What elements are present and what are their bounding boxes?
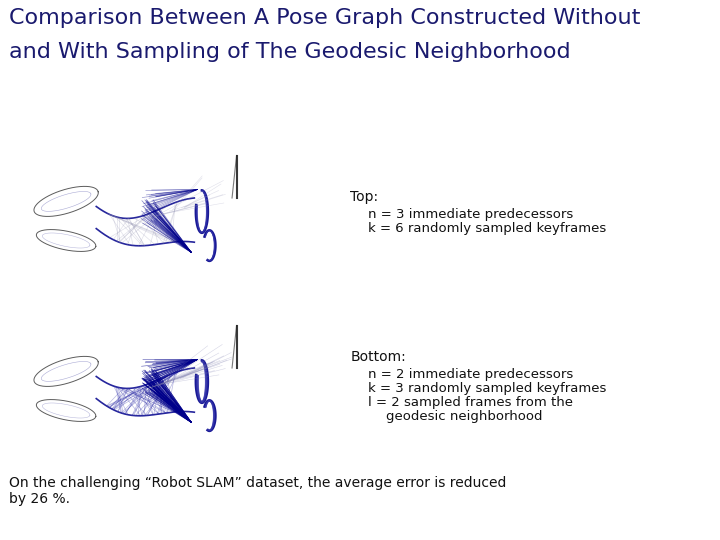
Text: n = 2 immediate predecessors: n = 2 immediate predecessors: [368, 368, 574, 381]
Text: k = 3 randomly sampled keyframes: k = 3 randomly sampled keyframes: [368, 382, 607, 395]
Text: by 26 %.: by 26 %.: [9, 492, 70, 506]
Text: Bottom:: Bottom:: [351, 350, 406, 364]
Text: l = 2 sampled frames from the: l = 2 sampled frames from the: [368, 396, 573, 409]
Text: Top:: Top:: [351, 190, 379, 204]
Text: n = 3 immediate predecessors: n = 3 immediate predecessors: [368, 208, 574, 221]
Text: On the challenging “Robot SLAM” dataset, the average error is reduced: On the challenging “Robot SLAM” dataset,…: [9, 476, 506, 490]
Text: and With Sampling of The Geodesic Neighborhood: and With Sampling of The Geodesic Neighb…: [9, 42, 570, 62]
Text: Comparison Between A Pose Graph Constructed Without: Comparison Between A Pose Graph Construc…: [9, 8, 640, 28]
Text: k = 6 randomly sampled keyframes: k = 6 randomly sampled keyframes: [368, 222, 606, 235]
Text: geodesic neighborhood: geodesic neighborhood: [386, 410, 542, 423]
